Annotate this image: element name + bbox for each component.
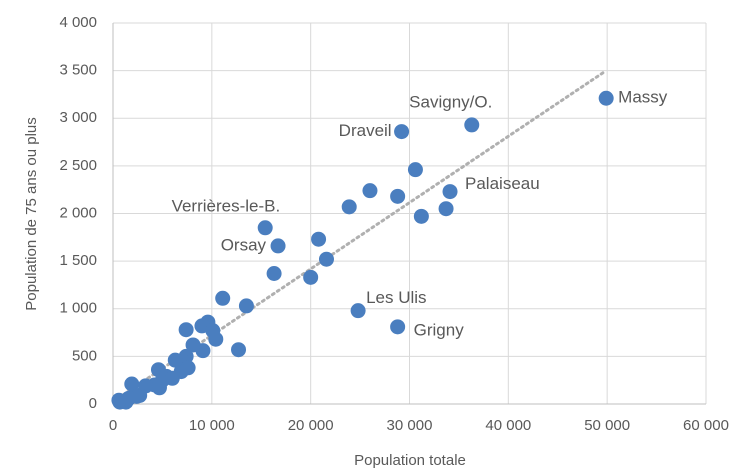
point [270,238,286,254]
point [394,124,410,140]
point [598,90,614,106]
x-tick-label: 10 000 [189,417,235,434]
point [238,298,254,314]
point-label: Palaiseau [465,174,540,193]
y-tick-label: 2 000 [59,204,97,221]
point-label: Grigny [414,320,465,339]
point [350,303,366,319]
point [164,370,180,386]
point [390,188,406,204]
point-label: Draveil [339,121,392,140]
point [266,266,282,282]
point [124,376,140,392]
point [167,352,183,368]
y-tick-label: 0 [89,395,97,412]
point [318,251,334,267]
y-tick-label: 3 000 [59,109,97,126]
y-tick-label: 4 000 [59,14,97,31]
point [464,117,480,133]
point [215,290,231,306]
point [231,342,247,358]
x-tick-label: 50 000 [584,417,630,434]
point [390,319,406,335]
x-tick-label: 40 000 [485,417,531,434]
point-label: Savigny/O. [409,92,492,111]
point [407,162,423,178]
y-tick-label: 2 500 [59,157,97,174]
point [438,201,454,217]
y-tick-label: 1 000 [59,300,97,317]
point [111,392,127,408]
x-axis-label: Population totale [354,452,466,469]
point-label: Verrières-le-B. [172,196,281,215]
point-label: Orsay [221,235,267,254]
point-label: Massy [618,88,668,107]
point [205,323,221,339]
point-label: Les Ulis [366,288,426,307]
point [185,337,201,353]
point [442,184,458,200]
point [178,322,194,338]
x-tick-label: 0 [109,417,117,434]
y-tick-label: 3 500 [59,62,97,79]
point [311,231,327,247]
x-tick-label: 20 000 [288,417,334,434]
point [303,269,319,285]
point [362,183,378,199]
y-axis-label: Population de 75 ans ou plus [23,117,40,310]
point [341,199,357,215]
point [257,220,273,236]
y-tick-label: 1 500 [59,252,97,269]
y-tick-label: 500 [72,347,97,364]
point [413,208,429,224]
x-tick-label: 30 000 [387,417,433,434]
x-tick-label: 60 000 [683,417,729,434]
